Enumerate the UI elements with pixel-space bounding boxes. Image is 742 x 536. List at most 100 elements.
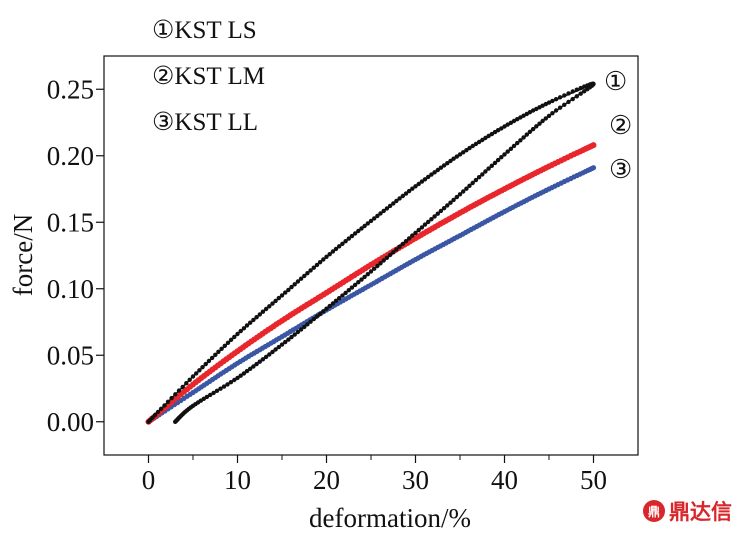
data-point bbox=[511, 118, 517, 124]
data-point bbox=[200, 365, 205, 370]
data-point bbox=[289, 334, 294, 340]
data-point bbox=[483, 135, 488, 141]
data-point bbox=[173, 392, 178, 397]
data-point bbox=[362, 274, 367, 280]
data-point bbox=[534, 124, 539, 129]
data-point bbox=[562, 93, 567, 98]
data-point bbox=[470, 143, 475, 149]
data-point bbox=[221, 384, 227, 389]
data-point bbox=[232, 377, 237, 383]
x-tick-label: 20 bbox=[313, 465, 340, 495]
data-point bbox=[286, 337, 291, 342]
data-point bbox=[574, 87, 579, 92]
data-point bbox=[155, 409, 161, 415]
data-point bbox=[566, 91, 571, 96]
curve-label-2: ② bbox=[609, 111, 632, 140]
data-point bbox=[585, 87, 590, 92]
data-point bbox=[176, 388, 182, 393]
data-point bbox=[505, 149, 510, 154]
data-point bbox=[260, 309, 266, 314]
data-point bbox=[445, 161, 450, 166]
data-point bbox=[241, 371, 247, 376]
data-point bbox=[451, 156, 456, 161]
data-point bbox=[570, 89, 575, 94]
data-point bbox=[375, 263, 380, 269]
data-point bbox=[327, 303, 332, 309]
y-tick-label: 0.15 bbox=[47, 207, 94, 237]
data-point bbox=[254, 361, 259, 367]
data-point bbox=[413, 230, 418, 236]
data-point bbox=[416, 181, 421, 187]
data-point bbox=[292, 332, 297, 337]
curve-label-1: ① bbox=[604, 67, 627, 96]
data-point bbox=[173, 419, 178, 424]
data-point bbox=[375, 213, 380, 219]
curve-label-3: ③ bbox=[609, 155, 632, 184]
data-point bbox=[302, 273, 307, 279]
data-point bbox=[473, 177, 479, 183]
y-tick-label: 0.05 bbox=[47, 340, 94, 370]
data-point bbox=[340, 241, 345, 246]
data-point bbox=[365, 272, 370, 277]
data-point bbox=[273, 347, 278, 352]
data-point bbox=[276, 295, 281, 301]
data-point bbox=[346, 288, 351, 293]
data-point bbox=[381, 258, 386, 263]
legend-entry-2: ②KST LM bbox=[152, 63, 265, 90]
data-point bbox=[314, 314, 320, 319]
data-point bbox=[352, 231, 358, 236]
data-point bbox=[289, 284, 294, 290]
data-point bbox=[180, 384, 185, 390]
data-point bbox=[298, 276, 304, 281]
data-point bbox=[152, 412, 158, 418]
curve-labels: ① ② ③ bbox=[604, 67, 632, 184]
data-point bbox=[384, 255, 390, 260]
data-point bbox=[244, 368, 250, 374]
data-point bbox=[190, 374, 196, 379]
data-point bbox=[232, 334, 237, 340]
data-point bbox=[495, 157, 501, 163]
data-point bbox=[308, 319, 313, 324]
data-point bbox=[524, 132, 529, 137]
data-point bbox=[263, 306, 269, 312]
data-point bbox=[263, 354, 269, 360]
data-point bbox=[273, 298, 278, 304]
y-axis-title: force/N bbox=[8, 214, 38, 296]
data-point bbox=[543, 116, 548, 121]
data-point bbox=[314, 262, 320, 268]
data-point bbox=[394, 198, 399, 204]
data-point bbox=[441, 163, 447, 168]
data-point bbox=[489, 163, 494, 168]
data-point bbox=[248, 366, 253, 371]
data-point bbox=[435, 167, 440, 173]
data-point bbox=[305, 271, 310, 276]
data-point bbox=[387, 252, 393, 258]
data-point bbox=[216, 349, 221, 354]
data-point bbox=[448, 200, 453, 205]
data-point bbox=[461, 150, 466, 155]
data-point bbox=[311, 316, 316, 322]
data-point bbox=[445, 203, 450, 208]
x-tick-label: 30 bbox=[402, 465, 429, 495]
data-point bbox=[225, 340, 231, 345]
data-point bbox=[343, 239, 348, 244]
data-point bbox=[343, 290, 348, 296]
data-point bbox=[248, 320, 253, 325]
data-point bbox=[435, 211, 440, 216]
curves bbox=[145, 81, 597, 425]
data-point bbox=[359, 226, 364, 231]
data-point bbox=[464, 186, 469, 191]
data-point bbox=[419, 179, 425, 184]
y-tick-label: 0.00 bbox=[47, 407, 94, 437]
data-point bbox=[349, 285, 355, 290]
data-point bbox=[410, 186, 415, 191]
data-point bbox=[492, 160, 498, 166]
data-point bbox=[241, 326, 247, 331]
data-point bbox=[476, 139, 482, 145]
data-point bbox=[578, 91, 583, 96]
data-point bbox=[486, 166, 491, 171]
data-point bbox=[406, 188, 412, 194]
data-point bbox=[464, 148, 469, 153]
data-point bbox=[267, 304, 272, 309]
